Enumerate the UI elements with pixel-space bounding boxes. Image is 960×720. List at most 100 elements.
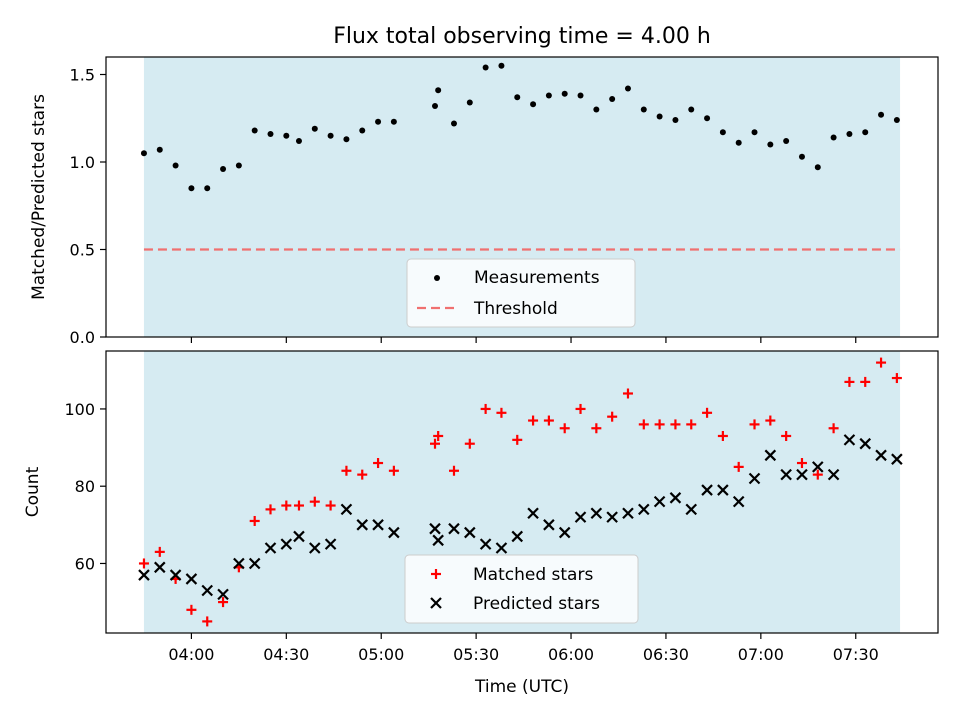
predicted-star-point bbox=[622, 507, 634, 520]
matched-star-point bbox=[591, 423, 602, 434]
measurement-point bbox=[830, 134, 837, 141]
y-tick-label: 1.5 bbox=[70, 66, 95, 85]
predicted-star-point bbox=[233, 557, 245, 570]
measurement-point bbox=[140, 150, 147, 157]
predicted-star-point bbox=[606, 511, 618, 523]
legend-box bbox=[404, 554, 639, 624]
matched-star-point bbox=[765, 415, 776, 426]
measurement-point bbox=[295, 138, 302, 144]
measurement-point bbox=[375, 118, 382, 125]
measurement-point bbox=[498, 62, 505, 69]
measurement-point bbox=[156, 146, 163, 153]
measurement-point bbox=[327, 132, 334, 139]
measurement-point bbox=[767, 141, 774, 148]
measurement-point bbox=[783, 138, 790, 144]
measurement-point bbox=[814, 164, 821, 171]
matched-star-point bbox=[341, 465, 352, 476]
predicted-star-point bbox=[875, 449, 887, 462]
predicted-star-point bbox=[732, 495, 745, 508]
count-panel: 04:00 04:30 05:00 05:30 06:00 06:30 07:00 07:30… bbox=[23, 350, 939, 697]
x-tick-label: 06:30 bbox=[643, 645, 689, 664]
measurement-point bbox=[283, 132, 290, 139]
predicted-star-point bbox=[201, 584, 214, 597]
predicted-star-point bbox=[511, 530, 524, 543]
x-tick-label: 04:30 bbox=[263, 645, 309, 664]
measurement-point bbox=[311, 125, 318, 132]
matched-star-point bbox=[559, 423, 570, 434]
predicted-star-point bbox=[543, 519, 555, 531]
y-axis-label: Matched/Predicted stars bbox=[29, 94, 49, 300]
matched-star-point bbox=[733, 461, 744, 472]
predicted-star-point bbox=[764, 449, 777, 462]
chart-title: Flux total observing time = 4.00 h bbox=[333, 24, 711, 49]
matched-star-point bbox=[781, 430, 792, 441]
measurement-point bbox=[609, 96, 616, 102]
x-tick-label: 06:00 bbox=[548, 645, 594, 664]
legend-marker-predicted bbox=[430, 597, 442, 609]
measurement-point bbox=[204, 185, 211, 192]
predicted-star-point bbox=[217, 588, 229, 601]
predicted-star-point bbox=[717, 484, 729, 496]
measurement-point bbox=[593, 106, 600, 113]
x-tick-label: 07:00 bbox=[738, 645, 784, 664]
predicted-star-point bbox=[372, 519, 384, 531]
x-tick-label: 05:30 bbox=[453, 645, 499, 664]
measurement-point bbox=[450, 120, 457, 127]
measurement-point bbox=[893, 117, 900, 123]
measurement-point bbox=[704, 115, 711, 122]
predicted-star-point bbox=[388, 526, 400, 539]
matched-star-point bbox=[622, 388, 633, 399]
measurement-point bbox=[188, 185, 195, 192]
predicted-star-point bbox=[669, 492, 682, 504]
ratio-panel: 0.0 0.5 1.0 1.5 Matched/Predicted stars Mea… bbox=[29, 56, 939, 347]
measurement-point bbox=[514, 94, 521, 101]
measurement-point bbox=[432, 103, 439, 109]
measurement-point bbox=[466, 99, 473, 106]
matched-star-point bbox=[388, 465, 399, 476]
predicted-star-point bbox=[574, 511, 587, 523]
predicted-star-point bbox=[154, 561, 166, 574]
predicted-star-point bbox=[138, 569, 150, 581]
matched-star-point bbox=[325, 500, 336, 511]
measurement-point bbox=[656, 113, 663, 120]
predicted-star-point bbox=[264, 542, 277, 554]
measurement-point bbox=[751, 129, 758, 136]
predicted-star-point bbox=[280, 538, 293, 550]
predicted-star-point bbox=[891, 453, 903, 465]
measurement-point bbox=[390, 118, 397, 125]
measurement-point bbox=[530, 101, 537, 108]
matched-star-point bbox=[496, 407, 507, 418]
matched-star-point bbox=[357, 469, 368, 480]
predicted-star-point bbox=[356, 519, 369, 531]
matched-star-point bbox=[464, 438, 475, 449]
measurement-point bbox=[688, 106, 695, 113]
predicted-star-point bbox=[859, 437, 872, 450]
predicted-star-point bbox=[796, 468, 808, 481]
predicted-star-point bbox=[685, 503, 698, 516]
legend-marker-matched bbox=[431, 569, 441, 579]
y-tick-label: 1.0 bbox=[70, 153, 95, 172]
predicted-star-point bbox=[843, 434, 856, 446]
measurement-point bbox=[798, 153, 805, 160]
predicted-star-point bbox=[701, 484, 713, 496]
predicted-star-point bbox=[527, 507, 539, 520]
matched-star-point bbox=[293, 500, 304, 511]
measurement-point bbox=[545, 92, 552, 99]
matched-star-point bbox=[670, 419, 681, 430]
measurement-point bbox=[172, 162, 179, 169]
predicted-star-point bbox=[638, 503, 650, 516]
matched-star-point bbox=[202, 616, 213, 627]
predicted-star-point bbox=[309, 542, 321, 554]
predicted-star-point bbox=[169, 569, 182, 581]
measurement-point bbox=[862, 129, 869, 136]
matched-star-point bbox=[448, 465, 459, 476]
matched-star-point bbox=[860, 376, 871, 387]
matched-star-point bbox=[876, 357, 887, 368]
matched-star-point bbox=[154, 546, 165, 557]
measurement-point bbox=[435, 87, 442, 94]
predicted-star-point bbox=[248, 557, 261, 570]
predicted-star-point bbox=[558, 526, 571, 539]
predicted-star-point bbox=[340, 503, 353, 516]
matched-star-point bbox=[575, 403, 586, 414]
